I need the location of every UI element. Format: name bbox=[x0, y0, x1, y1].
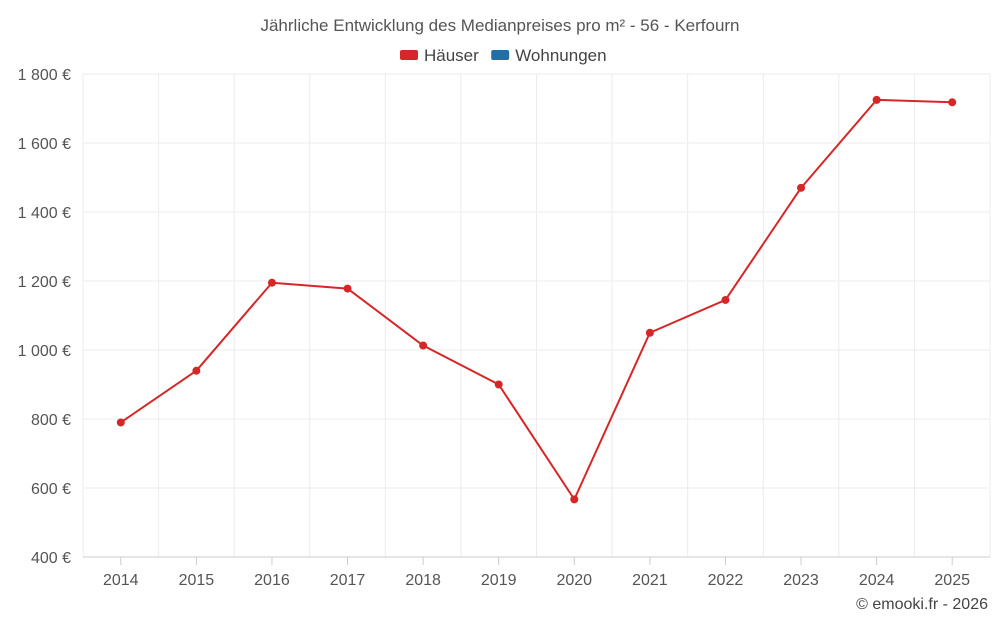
data-point[interactable] bbox=[192, 366, 201, 375]
x-tick-label: 2015 bbox=[179, 572, 215, 589]
legend-item-Häuser[interactable]: Häuser bbox=[400, 46, 479, 65]
y-tick-label: 1 600 € bbox=[18, 136, 71, 153]
legend-item-Wohnungen[interactable]: Wohnungen bbox=[491, 46, 607, 65]
data-point[interactable] bbox=[721, 295, 730, 304]
y-tick-label: 1 000 € bbox=[18, 343, 71, 360]
x-tick-label: 2022 bbox=[708, 572, 744, 589]
series-layer bbox=[116, 95, 957, 504]
data-point[interactable] bbox=[343, 284, 352, 293]
data-point[interactable] bbox=[494, 380, 503, 389]
x-tick-label: 2016 bbox=[254, 572, 290, 589]
data-point[interactable] bbox=[872, 95, 881, 104]
data-point[interactable] bbox=[116, 418, 125, 427]
y-tick-label: 600 € bbox=[31, 481, 71, 498]
chart-title: Jährliche Entwicklung des Medianpreises … bbox=[260, 16, 739, 35]
data-point[interactable] bbox=[570, 495, 579, 504]
x-tick-label: 2014 bbox=[103, 572, 139, 589]
x-tick-label: 2024 bbox=[859, 572, 895, 589]
x-tick-label: 2021 bbox=[632, 572, 668, 589]
legend-label: Wohnungen bbox=[515, 46, 606, 65]
y-tick-label: 400 € bbox=[31, 550, 71, 567]
legend-label: Häuser bbox=[424, 46, 479, 65]
data-point[interactable] bbox=[267, 278, 276, 287]
data-point[interactable] bbox=[645, 328, 654, 337]
y-tick-label: 1 800 € bbox=[18, 67, 71, 84]
x-tick-label: 2019 bbox=[481, 572, 517, 589]
y-tick-label: 1 200 € bbox=[18, 274, 71, 291]
data-point[interactable] bbox=[797, 183, 806, 192]
x-tick-label: 2023 bbox=[783, 572, 819, 589]
x-tick-label: 2020 bbox=[556, 572, 592, 589]
data-point[interactable] bbox=[948, 98, 957, 107]
x-tick-label: 2018 bbox=[405, 572, 441, 589]
y-tick-label: 800 € bbox=[31, 412, 71, 429]
x-tick-label: 2025 bbox=[934, 572, 970, 589]
series-line-Häuser bbox=[120, 98, 953, 501]
grid bbox=[82, 73, 991, 557]
y-tick-label: 1 400 € bbox=[18, 205, 71, 222]
credit-text: © emooki.fr - 2026 bbox=[856, 596, 988, 613]
data-point[interactable] bbox=[419, 341, 428, 350]
legend-swatch bbox=[491, 50, 510, 60]
axes: 400 € 600 € 800 € 1 000 € 1 200 € 1 400 € 1 60… bbox=[18, 67, 990, 589]
x-tick-label: 2017 bbox=[330, 572, 366, 589]
legend-swatch bbox=[400, 50, 418, 60]
legend: Häuser Wohnungen bbox=[400, 46, 607, 65]
